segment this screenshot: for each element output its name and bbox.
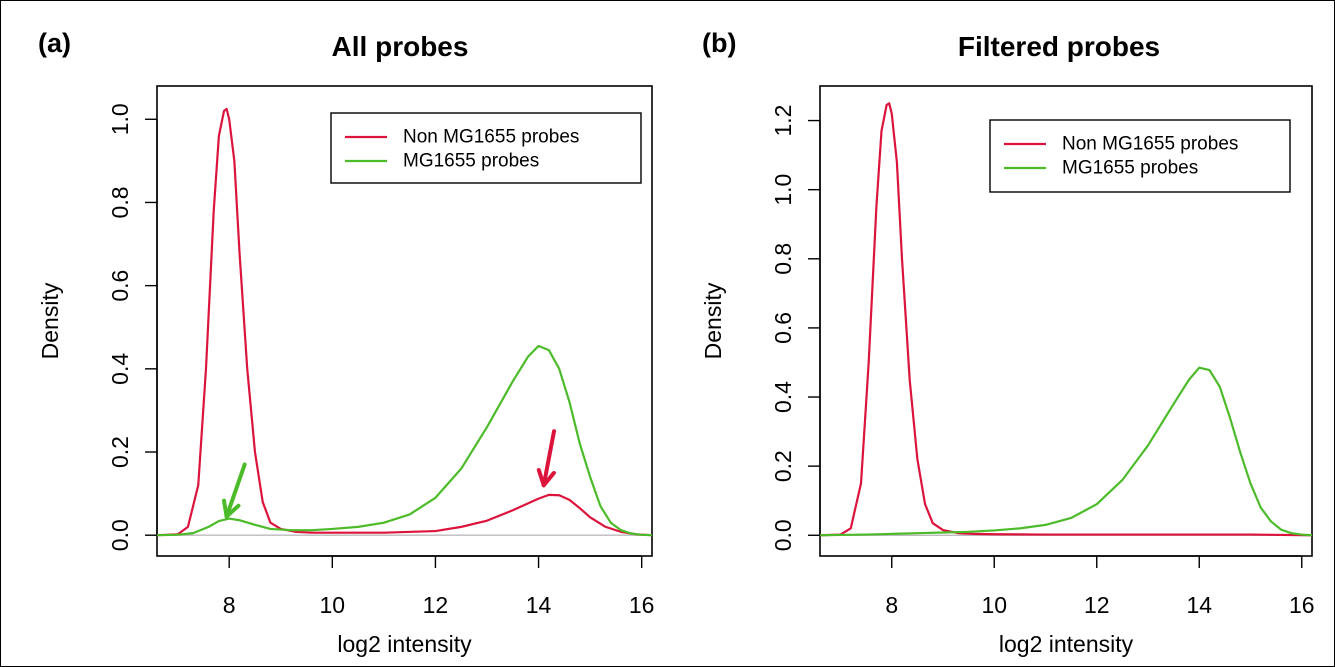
y-tick-label: 0.2 — [770, 450, 796, 482]
chart-panel-a: (a) All probes 8 10 12 14 16 0.0 0.2 0.4 0.6 0.8 1.0… — [37, 28, 654, 657]
y-tick-label: 0.8 — [107, 186, 133, 218]
chart-panel-b: (b) Filtered probes 8 10 12 14 16 0.0 0.2 0.4 0.6 0… — [700, 28, 1315, 657]
y-tick-label: 1.2 — [770, 105, 796, 137]
y-tick-label: 0.6 — [107, 270, 133, 302]
x-tick-label: 12 — [423, 592, 449, 618]
annotation-arrow-head — [536, 468, 556, 488]
x-axis-title: log2 intensity — [999, 631, 1134, 657]
y-tick-label: 0.4 — [770, 381, 796, 413]
y-tick-label: 0.6 — [770, 312, 796, 344]
legend-label: Non MG1655 probes — [1062, 134, 1238, 155]
legend: Non MG1655 probes MG1655 probes — [989, 119, 1291, 193]
y-tick-label: 0.8 — [770, 243, 796, 275]
legend-label: MG1655 probes — [1062, 158, 1198, 179]
y-tick-label: 1.0 — [770, 174, 796, 206]
x-tick-label: 12 — [1084, 592, 1110, 618]
annotation-arrow-shaft — [541, 429, 557, 488]
legend-box — [330, 112, 642, 184]
y-axis-title: Density — [700, 282, 726, 359]
y-tick-label: 0.2 — [107, 436, 133, 468]
panel-label: (b) — [702, 28, 736, 58]
x-tick-label: 16 — [629, 592, 655, 618]
series-line-non-mg1655 — [156, 107, 653, 537]
series-line-mg1655 — [156, 344, 653, 537]
y-tick-label: 0.4 — [107, 353, 133, 385]
series-line-mg1655 — [819, 366, 1313, 537]
x-tick-label: 16 — [1289, 592, 1315, 618]
x-tick-label: 10 — [981, 592, 1007, 618]
legend-label: Non MG1655 probes — [403, 127, 579, 148]
series-line-non-mg1655 — [819, 102, 1313, 537]
x-axis-title: log2 intensity — [337, 631, 472, 657]
x-tick-label: 8 — [885, 592, 898, 618]
y-tick-label: 0.0 — [770, 519, 796, 551]
x-tick-label: 10 — [320, 592, 346, 618]
legend-box — [989, 119, 1291, 193]
legend-label: MG1655 probes — [403, 151, 539, 172]
chart-title: Filtered probes — [958, 31, 1160, 62]
annotation-arrow-head — [221, 498, 241, 519]
x-tick-label: 14 — [1186, 592, 1212, 618]
annotation-arrow-shaft — [224, 462, 247, 519]
y-tick-label: 1.0 — [107, 103, 133, 135]
y-axis-title: Density — [37, 282, 63, 359]
x-tick-label: 8 — [223, 592, 236, 618]
y-tick-label: 0.0 — [107, 519, 133, 551]
chart-title: All probes — [332, 31, 469, 62]
legend: Non MG1655 probes MG1655 probes — [330, 112, 642, 184]
panel-label: (a) — [38, 28, 71, 58]
x-tick-label: 14 — [526, 592, 552, 618]
